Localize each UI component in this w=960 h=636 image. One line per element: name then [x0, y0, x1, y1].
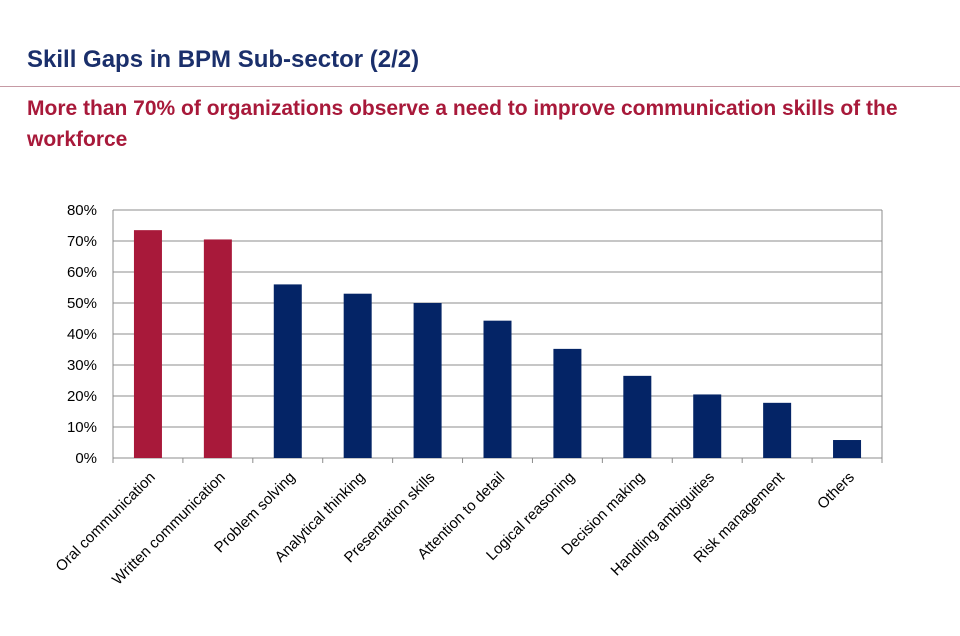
bar [833, 440, 862, 458]
bar [133, 230, 162, 458]
y-tick-label: 30% [67, 357, 97, 374]
y-tick-label: 10% [67, 419, 97, 436]
bar [343, 293, 372, 458]
y-tick-label: 40% [67, 326, 97, 343]
y-tick-label: 20% [67, 388, 97, 405]
y-tick-label: 70% [67, 233, 97, 250]
x-tick-label: Written communication [109, 469, 229, 589]
bar [483, 320, 512, 458]
title-divider [0, 86, 960, 87]
page-title: Skill Gaps in BPM Sub-sector (2/2) [27, 46, 420, 73]
bar [273, 284, 302, 458]
x-tick-label: Others [814, 469, 858, 513]
bar [623, 375, 652, 458]
y-tick-label: 50% [67, 295, 97, 312]
bar [203, 239, 232, 458]
y-tick-label: 80% [67, 202, 97, 219]
bar [693, 394, 722, 458]
y-tick-label: 60% [67, 264, 97, 281]
bar [553, 348, 582, 458]
bar [413, 303, 442, 458]
page-subtitle: More than 70% of organizations observe a… [27, 97, 898, 151]
y-tick-label: 0% [75, 450, 97, 467]
bar [763, 402, 792, 458]
